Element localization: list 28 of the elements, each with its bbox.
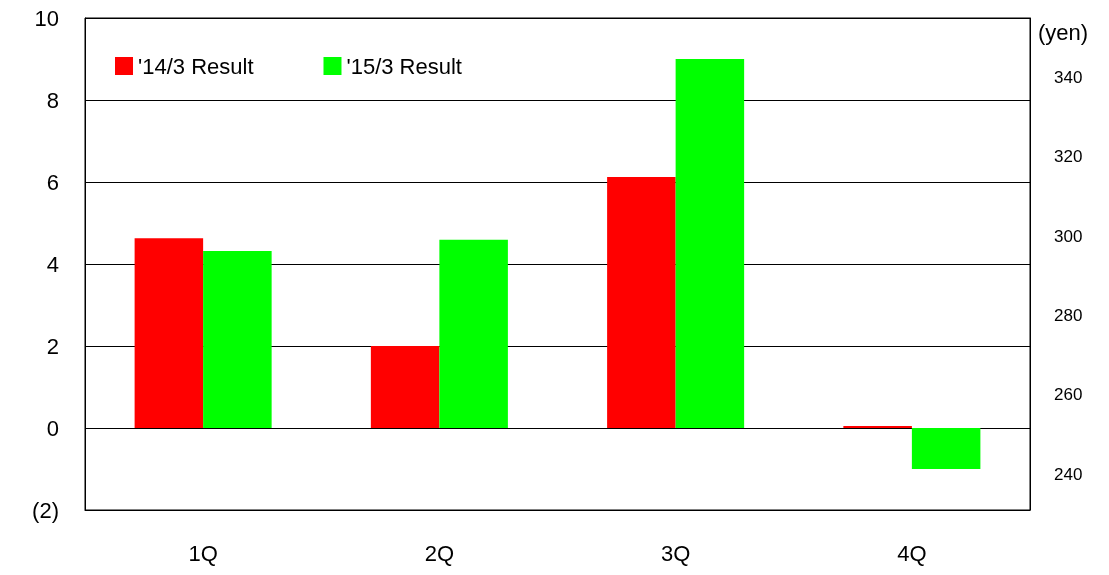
x-tick-label: 3Q [660, 540, 691, 566]
x-tick-label: 1Q [188, 540, 218, 566]
bar [134, 238, 204, 428]
y-tick-label: 6 [46, 169, 59, 195]
bar [607, 177, 676, 428]
y2-tick-label: 340 [1054, 68, 1083, 88]
y-tick-label: 2 [46, 333, 59, 359]
y2-tick-label: 280 [1054, 306, 1083, 326]
y-tick-label: 8 [46, 87, 59, 113]
x-tick-label: 4Q [897, 540, 927, 566]
bar [203, 250, 272, 428]
bar [911, 428, 981, 469]
x-tick-label: 2Q [424, 540, 455, 566]
y2-tick-label: 300 [1054, 226, 1083, 246]
bar [843, 425, 912, 428]
y-tick-label: 10 [34, 5, 59, 31]
y2-axis-title: (yen) [1038, 19, 1089, 45]
y2-tick-label: 240 [1054, 464, 1083, 484]
y-tick-label: 0 [46, 415, 59, 441]
y2-tick-label: 320 [1054, 147, 1083, 167]
bar [675, 59, 745, 428]
y-tick-label: (2) [32, 497, 59, 523]
legend-label: '15/3 Result [346, 53, 462, 79]
y2-tick-label: 260 [1054, 385, 1083, 405]
bar [439, 239, 508, 428]
bar [370, 346, 440, 428]
y-tick-label: 4 [46, 251, 59, 277]
legend-label: '14/3 Result [138, 53, 254, 79]
